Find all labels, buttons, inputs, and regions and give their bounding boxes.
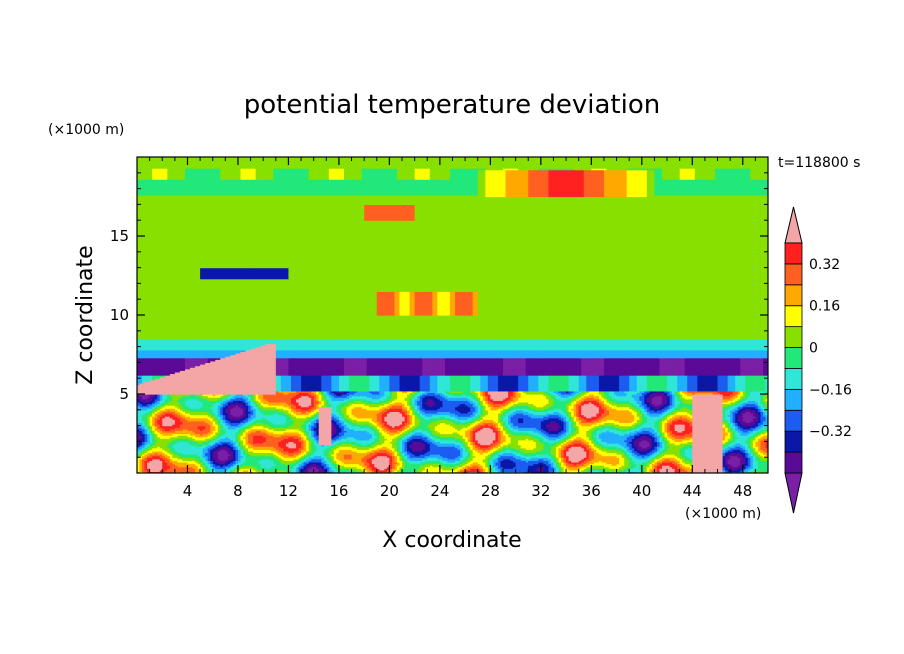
x-unit-label: (×1000 m)	[685, 506, 761, 522]
heatmap-field	[137, 157, 769, 474]
chart-title: potential temperature deviation	[244, 90, 660, 120]
y-unit-label: (×1000 m)	[48, 122, 124, 138]
time-label: t=118800 s	[778, 155, 860, 171]
